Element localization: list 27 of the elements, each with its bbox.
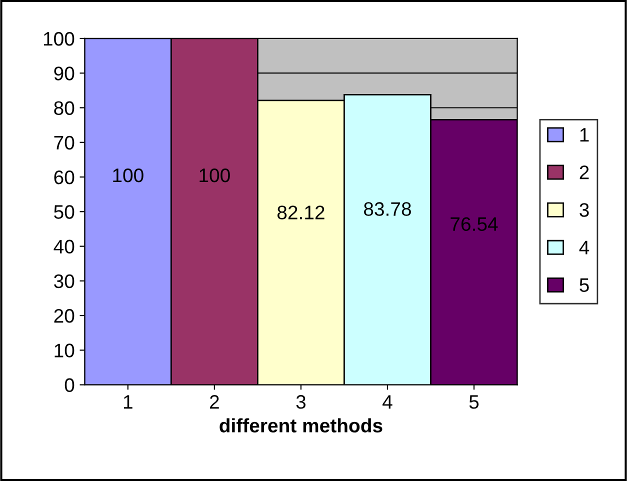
y-tick-label: 60 [54,170,74,184]
x-tick-label: 4 [382,395,392,409]
data-label: 83.78 [364,202,411,216]
y-tick-label: 100 [44,32,74,46]
legend-label: 4 [579,240,590,254]
x-tick-label: 2 [210,395,219,409]
data-label: 100 [113,168,144,182]
x-tick-label: 5 [469,395,479,409]
legend-label: 1 [580,128,589,142]
y-tick-label: 80 [54,101,74,115]
data-label: 76.54 [450,217,498,231]
x-axis-title: different methods [220,418,382,432]
legend-label: 2 [580,166,589,180]
y-tick-label: 90 [54,66,74,80]
y-tick-label: 10 [54,344,74,358]
y-tick-label: 0 [64,378,74,392]
x-tick-label: 3 [296,395,306,409]
legend-label: 5 [580,278,589,292]
y-tick-label: 30 [54,274,74,288]
data-label: 100 [200,168,230,182]
y-tick-label: 70 [54,136,74,150]
data-label: 82.12 [277,206,324,220]
x-tick-label: 1 [124,395,132,409]
y-tick-label: 40 [54,240,74,254]
legend-label: 3 [580,203,589,217]
y-tick-label: 20 [54,309,74,323]
y-tick-label: 50 [54,205,74,219]
